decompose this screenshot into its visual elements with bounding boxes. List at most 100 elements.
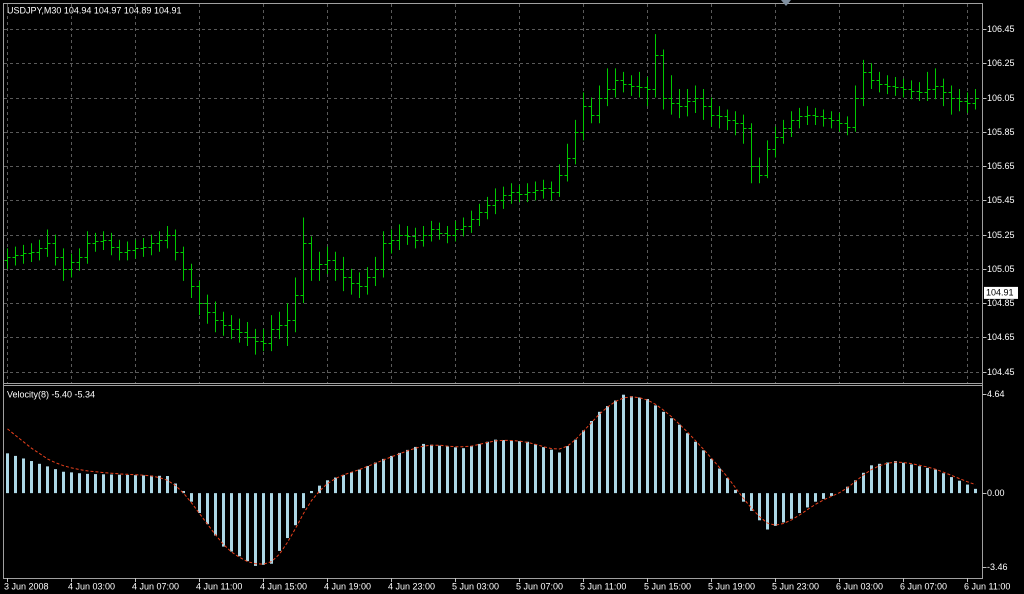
histogram-bar xyxy=(350,472,353,494)
y-tick-label: 104.85 xyxy=(987,298,1015,308)
x-tick-label: 5 Jun 07:00 xyxy=(516,581,563,591)
histogram-bar xyxy=(638,397,641,494)
histogram-bar xyxy=(334,477,337,494)
y-tick-label: 4.64 xyxy=(987,389,1005,399)
y-tick-label: 0.00 xyxy=(987,488,1005,498)
histogram-bar xyxy=(798,493,801,514)
histogram-bar xyxy=(430,444,433,494)
x-tick-label: 5 Jun 19:00 xyxy=(708,581,755,591)
histogram-bar xyxy=(110,474,113,494)
y-tick-label: -3.46 xyxy=(987,562,1008,572)
histogram-bar xyxy=(414,446,417,494)
histogram-bar xyxy=(694,441,697,494)
histogram-bar xyxy=(542,447,545,494)
x-tick-label: 5 Jun 15:00 xyxy=(644,581,691,591)
histogram-bar xyxy=(302,493,305,509)
y-tick-label: 106.45 xyxy=(987,24,1015,34)
histogram-bar xyxy=(974,488,977,494)
histogram-bar xyxy=(622,394,625,494)
histogram-bar xyxy=(782,493,785,523)
histogram-bar xyxy=(150,475,153,494)
histogram-bar xyxy=(614,400,617,494)
x-tick-label: 6 Jun 11:00 xyxy=(964,581,1010,591)
histogram-bar xyxy=(702,450,705,494)
histogram-bar xyxy=(886,462,889,494)
histogram-bar xyxy=(654,405,657,494)
histogram-bar xyxy=(926,467,929,494)
histogram-bar xyxy=(142,475,145,494)
histogram-bar xyxy=(742,493,745,502)
histogram-bar xyxy=(534,444,537,494)
histogram-bar xyxy=(86,473,89,494)
histogram-bar xyxy=(54,469,57,494)
histogram-bar xyxy=(262,493,265,565)
y-tick-label: 104.65 xyxy=(987,332,1015,342)
chart-frame xyxy=(3,3,983,579)
shift-marker xyxy=(781,0,791,6)
histogram-bar xyxy=(806,493,809,508)
x-tick-label: 6 Jun 07:00 xyxy=(900,581,947,591)
histogram-bar xyxy=(790,493,793,519)
histogram-bar xyxy=(206,493,209,525)
histogram-bar xyxy=(342,474,345,494)
histogram-bar xyxy=(470,446,473,494)
histogram-bar xyxy=(270,493,273,564)
x-tick-label: 3 Jun 2008 xyxy=(4,581,49,591)
histogram-bar xyxy=(126,474,129,494)
histogram-bar xyxy=(758,493,761,521)
histogram-bar xyxy=(254,493,257,566)
histogram-bar xyxy=(710,458,713,494)
histogram-bar xyxy=(670,418,673,494)
histogram-bar xyxy=(846,486,849,494)
histogram-bar xyxy=(598,411,601,494)
histogram-bar xyxy=(118,474,121,494)
histogram-bar xyxy=(318,485,321,494)
histogram-bar xyxy=(246,493,249,562)
histogram-bar xyxy=(366,465,369,494)
histogram-bar xyxy=(278,493,281,551)
histogram-bar xyxy=(22,458,25,494)
y-tick-label: 105.45 xyxy=(987,195,1015,205)
histogram-bar xyxy=(942,473,945,494)
histogram-bar xyxy=(566,446,569,494)
histogram-bar xyxy=(478,443,481,494)
histogram-bar xyxy=(46,466,49,494)
histogram-bar xyxy=(390,455,393,494)
histogram-bar xyxy=(502,440,505,494)
histogram-bar xyxy=(70,472,73,494)
indicator-title: Velocity(8) -5.40 -5.34 xyxy=(7,389,95,399)
histogram-bar xyxy=(510,440,513,494)
price-label: 104.91 xyxy=(986,287,1014,297)
histogram-bar xyxy=(910,464,913,494)
histogram-bar xyxy=(518,441,521,494)
histogram-bar xyxy=(766,493,769,530)
histogram-bar xyxy=(526,441,529,494)
histogram-bar xyxy=(38,463,41,494)
y-tick-label: 106.25 xyxy=(987,58,1015,68)
histogram-bar xyxy=(374,462,377,494)
histogram-bar xyxy=(550,449,553,494)
histogram-bar xyxy=(678,424,681,494)
y-tick-label: 105.85 xyxy=(987,127,1015,137)
histogram-bar xyxy=(166,476,169,494)
histogram-bar xyxy=(310,490,313,494)
histogram-bar xyxy=(774,493,777,526)
histogram-bar xyxy=(174,483,177,494)
histogram-bar xyxy=(894,461,897,494)
histogram-bar xyxy=(198,493,201,514)
histogram-bar xyxy=(646,398,649,494)
histogram-bar xyxy=(14,455,17,494)
histogram-bar xyxy=(718,468,721,494)
histogram-bar xyxy=(190,493,193,502)
histogram-bar xyxy=(630,396,633,494)
histogram-bar xyxy=(398,452,401,494)
price-label-box xyxy=(984,286,1018,299)
histogram-bar xyxy=(734,489,737,494)
histogram-bar xyxy=(134,475,137,494)
histogram-bar xyxy=(454,447,457,494)
histogram-bar xyxy=(294,493,297,526)
histogram-bar xyxy=(438,445,441,494)
histogram-bar xyxy=(382,458,385,494)
